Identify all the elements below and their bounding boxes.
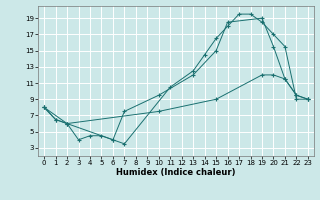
X-axis label: Humidex (Indice chaleur): Humidex (Indice chaleur) [116, 168, 236, 177]
